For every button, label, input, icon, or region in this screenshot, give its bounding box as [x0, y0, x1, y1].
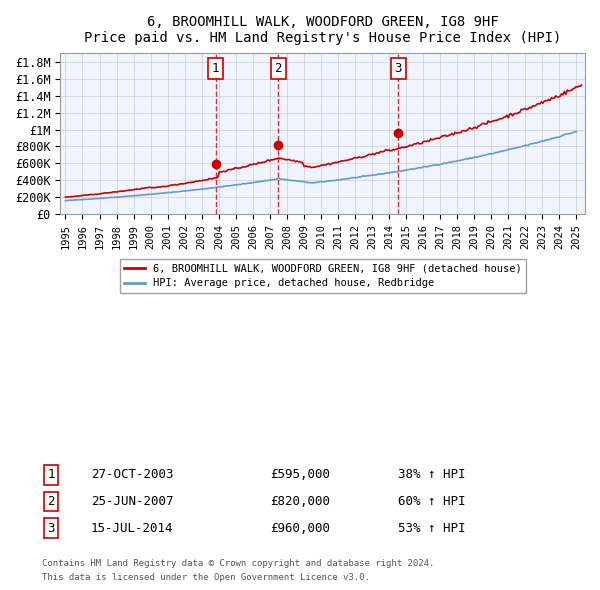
Legend: 6, BROOMHILL WALK, WOODFORD GREEN, IG8 9HF (detached house), HPI: Average price,: 6, BROOMHILL WALK, WOODFORD GREEN, IG8 9…	[119, 259, 526, 293]
Text: £960,000: £960,000	[270, 522, 330, 535]
Text: 3: 3	[47, 522, 55, 535]
Text: £595,000: £595,000	[270, 468, 330, 481]
Text: £820,000: £820,000	[270, 495, 330, 508]
Text: 53% ↑ HPI: 53% ↑ HPI	[398, 522, 466, 535]
Text: 3: 3	[395, 62, 402, 75]
Text: 25-JUN-2007: 25-JUN-2007	[91, 495, 173, 508]
Text: 1: 1	[212, 62, 220, 75]
Text: 27-OCT-2003: 27-OCT-2003	[91, 468, 173, 481]
Title: 6, BROOMHILL WALK, WOODFORD GREEN, IG8 9HF
Price paid vs. HM Land Registry's Hou: 6, BROOMHILL WALK, WOODFORD GREEN, IG8 9…	[84, 15, 562, 45]
Text: Contains HM Land Registry data © Crown copyright and database right 2024.: Contains HM Land Registry data © Crown c…	[42, 559, 434, 568]
Text: 2: 2	[47, 495, 55, 508]
Text: 1: 1	[47, 468, 55, 481]
Text: 2: 2	[274, 62, 282, 75]
Text: This data is licensed under the Open Government Licence v3.0.: This data is licensed under the Open Gov…	[42, 572, 370, 582]
Text: 15-JUL-2014: 15-JUL-2014	[91, 522, 173, 535]
Text: 60% ↑ HPI: 60% ↑ HPI	[398, 495, 466, 508]
Text: 38% ↑ HPI: 38% ↑ HPI	[398, 468, 466, 481]
